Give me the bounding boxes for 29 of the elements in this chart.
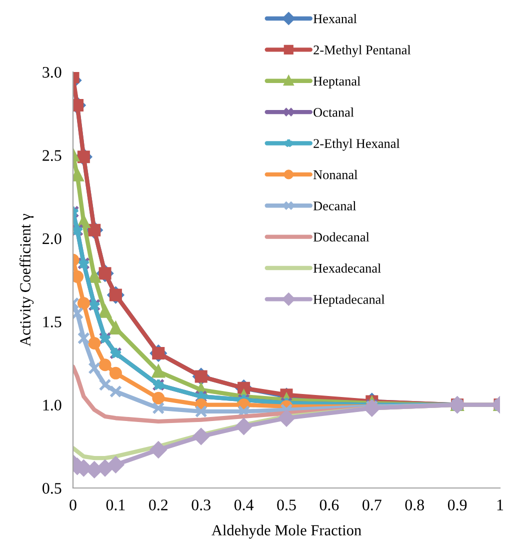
y-tick-label: 1.5 (43, 316, 62, 328)
x-tick-label: 0.8 (405, 500, 424, 510)
legend-label: Dodecanal (313, 232, 370, 242)
x-tick-label: 0.9 (448, 500, 467, 510)
y-tick-label: 1.0 (43, 400, 62, 411)
y-tick-label: 2.0 (42, 233, 62, 244)
y-tick-label: 0.5 (42, 482, 62, 494)
x-tick-label: 1 (497, 500, 504, 510)
legend-label: Hexanal (313, 14, 357, 24)
x-tick-label: 0.3 (192, 500, 210, 510)
legend-label: 2-Methyl Pentanal (314, 45, 411, 58)
legend-label: Hexadecanal (313, 263, 381, 273)
x-tick-label: 0.5 (277, 500, 296, 510)
legend-label: 2-Ethyl Hexanal (314, 138, 400, 151)
x-tick-label: 0 (70, 500, 76, 510)
legend-label: Decanal (313, 201, 356, 210)
x-axis-title: Aldehyde Mole Fraction (212, 524, 362, 539)
y-axis-title: Activity Coefficient γ (20, 214, 34, 346)
x-tick-label: 0.6 (320, 500, 339, 510)
y-tick-label: 3.0 (42, 66, 62, 78)
x-tick-label: 0.2 (149, 500, 168, 510)
legend-label: Octanal (314, 108, 354, 117)
x-tick-label: 0.1 (106, 500, 125, 510)
legend-label: Heptanal (313, 76, 360, 88)
x-tick-label: 0.4 (234, 500, 254, 510)
x-tick-label: 0.7 (362, 500, 382, 510)
legend-label: Heptadecanal (313, 294, 385, 307)
y-tick-label: 2.5 (42, 150, 62, 161)
legend-label: Nonanal (313, 170, 358, 180)
